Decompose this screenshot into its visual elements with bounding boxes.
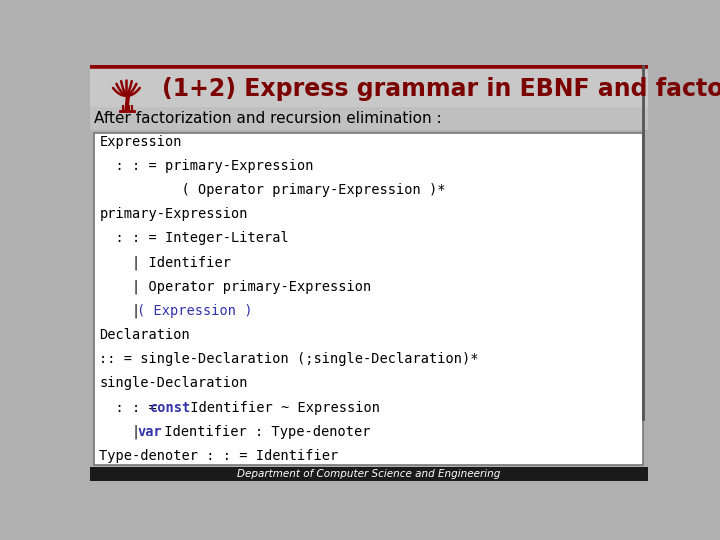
Text: | Identifier: | Identifier [99,255,231,270]
Text: :: = single-Declaration (;single-Declaration)*: :: = single-Declaration (;single-Declara… [99,352,479,366]
Text: ( Operator primary-Expression )*: ( Operator primary-Expression )* [99,183,446,197]
Text: (1+2) Express grammar in EBNF and factorize...: (1+2) Express grammar in EBNF and factor… [162,77,720,102]
FancyBboxPatch shape [90,65,648,130]
Text: primary-Expression: primary-Expression [99,207,248,221]
Text: single-Declaration: single-Declaration [99,376,248,390]
Text: |: | [99,424,149,439]
FancyBboxPatch shape [90,467,648,481]
Text: const: const [150,401,192,415]
Text: ( Expression ): ( Expression ) [138,304,253,318]
Text: Type-denoter : : = Identifier: Type-denoter : : = Identifier [99,449,338,463]
Text: After factorization and recursion elimination :: After factorization and recursion elimin… [94,111,441,126]
Text: |: | [99,303,149,318]
Text: Identifier : Type-denoter: Identifier : Type-denoter [156,425,371,439]
Text: Identifier ~ Expression: Identifier ~ Expression [181,401,379,415]
Text: Department of Computer Science and Engineering: Department of Computer Science and Engin… [238,469,500,478]
Text: Declaration: Declaration [99,328,190,342]
Text: Expression: Expression [99,135,181,149]
Text: : : = primary-Expression: : : = primary-Expression [99,159,314,173]
Text: | Operator primary-Expression: | Operator primary-Expression [99,280,372,294]
FancyBboxPatch shape [90,107,648,130]
FancyBboxPatch shape [94,132,642,465]
Text: var: var [138,425,162,439]
Text: : : = Integer-Literal: : : = Integer-Literal [99,232,289,246]
Text: : : =: : : = [99,401,166,415]
